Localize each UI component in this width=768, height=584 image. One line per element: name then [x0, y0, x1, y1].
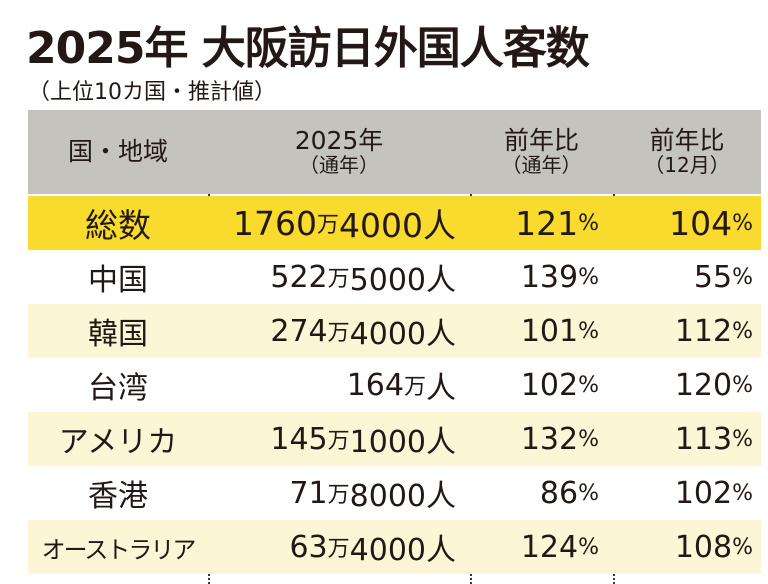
yoy-year: 101% — [470, 304, 613, 358]
page-title: 2025年 大阪訪日外国人客数 — [26, 23, 590, 74]
table-row: 香港 71 万 8000人 86% 102% — [28, 466, 761, 520]
visitor-count: 1760 万 4000人 — [208, 196, 470, 250]
unit-man: 万 — [327, 429, 350, 454]
unit-man: 万 — [327, 537, 350, 562]
country-name: 台湾 — [88, 371, 148, 406]
unit-man: 万 — [403, 375, 426, 400]
count-man: 145 — [270, 421, 328, 457]
unit-man: 万 — [327, 483, 350, 508]
pct-value: 120 — [674, 367, 733, 403]
visitors-table: 国・地域 2025年 （通年） 前年比 （通年） 前年比 （12月） 総数 1760 万… — [28, 110, 761, 584]
table-row: アメリカ 145 万 1000人 132% 113% — [28, 412, 761, 466]
table-row: オーストラリア 63 万 4000人 124% 108% — [28, 520, 761, 574]
count-man: 63 — [289, 529, 328, 565]
count-man: 71 — [289, 475, 328, 511]
pct-unit: % — [732, 480, 753, 506]
count-rest: 4000人 — [349, 317, 456, 352]
pct-unit: % — [578, 480, 599, 506]
country-name: 香港 — [88, 479, 148, 514]
yoy-december: 112% — [613, 304, 761, 358]
pct-unit: % — [732, 372, 753, 398]
pct-value: 113 — [674, 421, 733, 457]
header-yoy-year: 前年比 （通年） — [470, 110, 613, 194]
pct-value: 101 — [520, 313, 579, 349]
country-name: 総数 — [85, 206, 151, 245]
table-row: 台湾 164 万人 102% 120% — [28, 358, 761, 412]
country-name: オーストラリア — [41, 535, 197, 564]
pct-unit: % — [732, 534, 753, 560]
yoy-december: 120% — [613, 358, 761, 412]
header-label: 2025年 — [294, 126, 384, 155]
yoy-year: 139% — [470, 250, 613, 304]
table-header: 国・地域 2025年 （通年） 前年比 （通年） 前年比 （12月） — [28, 110, 761, 194]
visitor-count: 63 万 4000人 — [208, 520, 470, 574]
pct-unit: % — [578, 426, 599, 452]
count-rest: 人 — [426, 371, 456, 406]
pct-unit: % — [732, 210, 753, 236]
pct-value: 139 — [520, 259, 579, 295]
pct-unit: % — [578, 264, 599, 290]
pct-unit: % — [578, 534, 599, 560]
header-label: 前年比 — [503, 126, 579, 155]
pct-value: 86 — [539, 475, 579, 511]
pct-unit: % — [578, 318, 599, 344]
visitor-count: 274 万 4000人 — [208, 304, 470, 358]
country-name: 韓国 — [88, 317, 148, 352]
yoy-year: 121% — [470, 196, 613, 250]
unit-man: 万 — [327, 321, 350, 346]
count-man: 164 — [346, 367, 404, 403]
header-yoy-dec: 前年比 （12月） — [613, 110, 761, 194]
pct-unit: % — [732, 318, 753, 344]
pct-unit: % — [732, 264, 753, 290]
page-subtitle: （上位10カ国・推計値） — [28, 80, 276, 105]
country-name: 中国 — [88, 263, 148, 298]
count-rest: 1000人 — [349, 425, 456, 460]
pct-value: 121 — [515, 203, 579, 243]
unit-man: 万 — [327, 267, 350, 292]
header-sublabel: （通年） — [501, 153, 582, 177]
header-label: 国・地域 — [67, 137, 168, 166]
count-man: 1760 — [233, 203, 317, 243]
count-man: 522 — [270, 259, 328, 295]
count-rest: 8000人 — [349, 479, 456, 514]
yoy-year: 102% — [470, 358, 613, 412]
yoy-year: 124% — [470, 520, 613, 574]
pct-value: 112 — [674, 313, 733, 349]
pct-value: 104 — [669, 203, 733, 243]
pct-value: 124 — [520, 529, 579, 565]
header-label: 前年比 — [649, 126, 725, 155]
yoy-december: 113% — [613, 412, 761, 466]
yoy-december: 102% — [613, 466, 761, 520]
header-sublabel: （通年） — [299, 153, 379, 177]
pct-value: 132 — [520, 421, 579, 457]
pct-unit: % — [578, 210, 599, 236]
pct-value: 102 — [520, 367, 579, 403]
count-rest: 4000人 — [339, 206, 456, 245]
visitor-count: 71 万 8000人 — [208, 466, 470, 520]
count-rest: 5000人 — [349, 263, 456, 298]
yoy-year: 132% — [470, 412, 613, 466]
pct-value: 102 — [674, 475, 733, 511]
header-2025: 2025年 （通年） — [208, 110, 470, 194]
header-country: 国・地域 — [28, 110, 208, 194]
visitor-count: 145 万 1000人 — [208, 412, 470, 466]
yoy-december: 55% — [613, 250, 761, 304]
pct-unit: % — [732, 426, 753, 452]
unit-man: 万 — [317, 213, 340, 238]
yoy-december: 104% — [613, 196, 761, 250]
total-row: 総数 1760 万 4000人 121% 104% — [28, 196, 761, 250]
yoy-december: 108% — [613, 520, 761, 574]
table-row: 韓国 274 万 4000人 101% 112% — [28, 304, 761, 358]
pct-value: 55 — [693, 259, 733, 295]
country-name: アメリカ — [58, 425, 178, 460]
count-man: 274 — [270, 313, 328, 349]
visitor-count: 164 万人 — [208, 358, 470, 412]
pct-value: 108 — [674, 529, 733, 565]
visitor-count: 522 万 5000人 — [208, 250, 470, 304]
header-sublabel: （12月） — [644, 153, 730, 177]
pct-unit: % — [578, 372, 599, 398]
yoy-year: 86% — [470, 466, 613, 520]
count-rest: 4000人 — [349, 533, 456, 568]
table-row: 中国 522 万 5000人 139% 55% — [28, 250, 761, 304]
